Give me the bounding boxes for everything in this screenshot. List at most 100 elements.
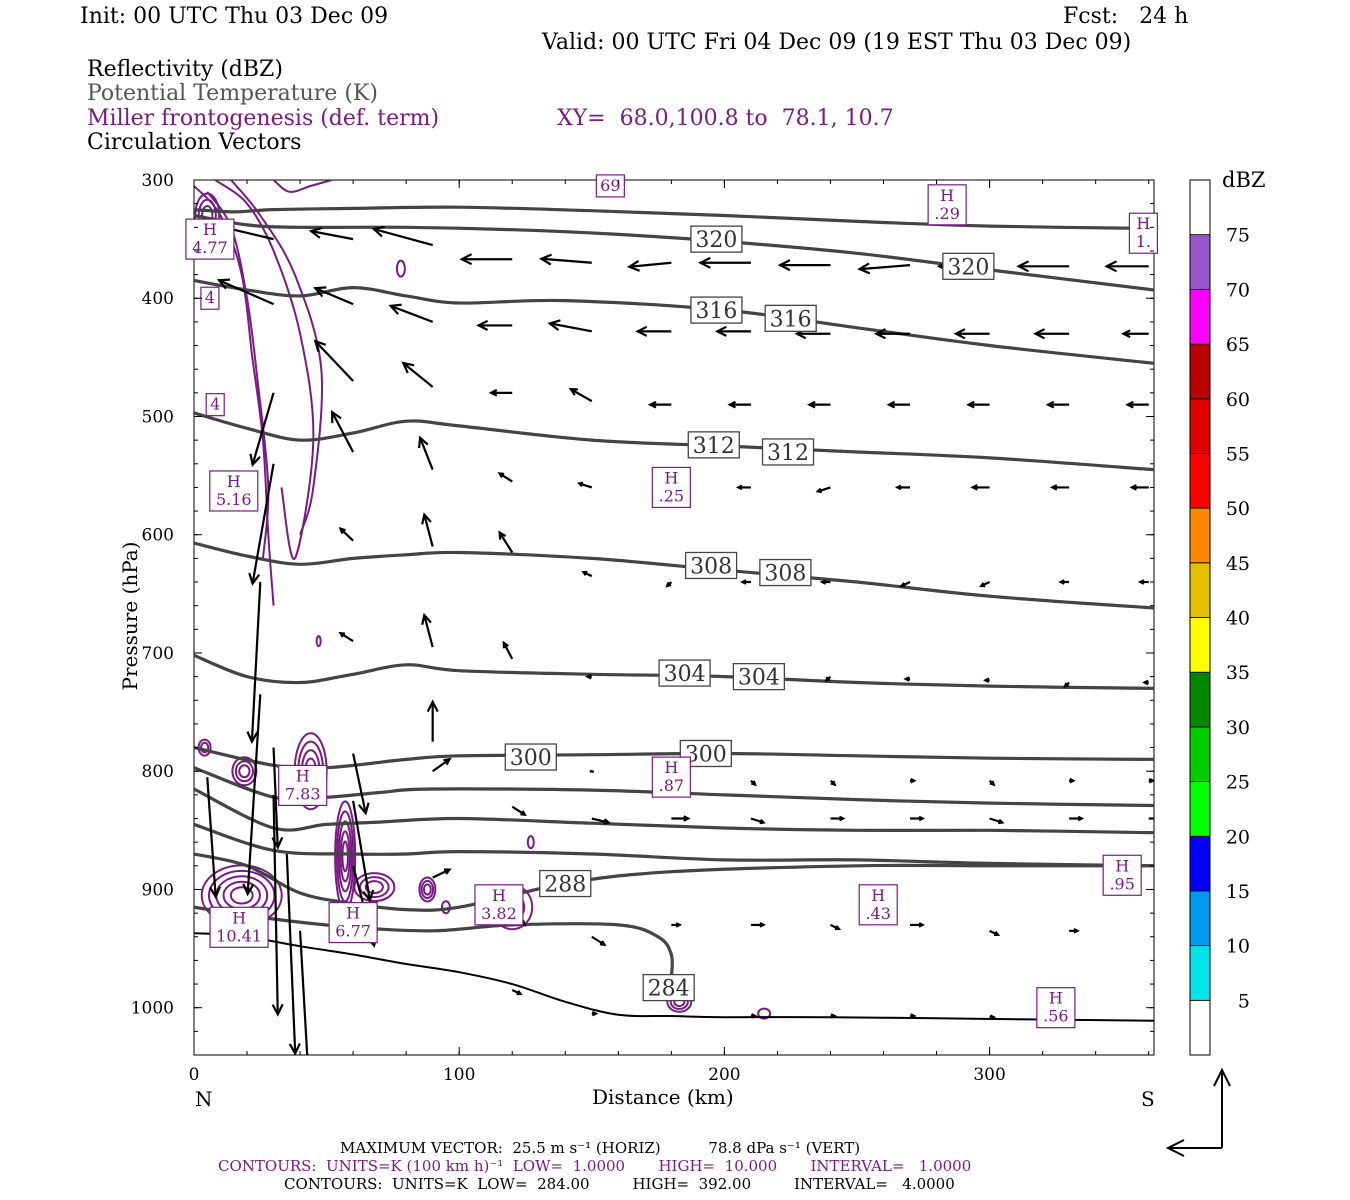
vector-25 xyxy=(313,339,354,382)
reference-vector-icon xyxy=(1165,1067,1231,1157)
vector-111 xyxy=(830,1013,838,1019)
vector-82 xyxy=(432,868,452,879)
theta-label-box xyxy=(942,252,995,280)
extremum-label: 69 xyxy=(600,176,620,195)
colorbar-segment xyxy=(1189,890,1211,947)
extremum-label: 4 xyxy=(205,288,215,307)
field-reflectivity: Reflectivity (dBZ) xyxy=(87,57,283,82)
theta-label: 312 xyxy=(767,441,809,466)
vector-67 xyxy=(824,675,832,683)
frontogenesis-contour xyxy=(337,820,353,893)
vector-46 xyxy=(1049,484,1070,491)
theta-label: 308 xyxy=(764,562,806,587)
terrain-surface xyxy=(194,932,1154,1022)
frontogenesis-contour xyxy=(200,741,210,754)
colorbar-segment xyxy=(1189,179,1211,236)
theta-label-box xyxy=(759,558,812,587)
x-tick-label: 0 xyxy=(189,1065,200,1085)
vector-13 xyxy=(313,286,354,306)
colorbar-level: 40 xyxy=(1226,608,1250,630)
y-tick-label: 900 xyxy=(142,880,174,900)
vector-102 xyxy=(989,929,1001,936)
vector-54 xyxy=(740,579,751,585)
field-vectors: Circulation Vectors xyxy=(87,130,302,155)
theta-label: 320 xyxy=(695,228,737,253)
frontogenesis-contour xyxy=(364,880,384,895)
colorbar-segment xyxy=(1189,945,1211,1001)
vector-81 xyxy=(432,757,452,773)
vector-105 xyxy=(1069,928,1080,934)
frontogenesis-contour xyxy=(194,185,275,606)
vector-56 xyxy=(899,581,911,588)
frontogenesis-contour xyxy=(757,1007,772,1020)
vector-4 xyxy=(538,253,592,266)
vector-38 xyxy=(418,435,434,471)
colorbar-level: 35 xyxy=(1226,662,1250,684)
theta-label: 304 xyxy=(738,666,780,691)
frontogenesis-contour xyxy=(418,876,437,903)
colorbar-level: 75 xyxy=(1226,225,1250,247)
colorbar-segment xyxy=(1189,671,1211,728)
y-tick-label: 800 xyxy=(142,762,174,782)
colorbar-segment xyxy=(1189,453,1211,509)
vector-31 xyxy=(807,400,831,409)
colorbar-level: 5 xyxy=(1238,990,1250,1012)
colorbar-level: 45 xyxy=(1226,553,1250,575)
vector-94 xyxy=(829,779,837,787)
vector-93 xyxy=(750,922,766,928)
vector-99 xyxy=(910,922,926,928)
theta-label-box xyxy=(642,973,695,1002)
extremum-label: .29 xyxy=(934,204,959,223)
vector-3 xyxy=(459,253,513,266)
y-tick-label: 300 xyxy=(142,171,174,191)
theta-label: 316 xyxy=(770,307,812,332)
vector-72 xyxy=(271,794,284,1017)
colorbar-segment xyxy=(1189,562,1211,618)
vector-39 xyxy=(497,472,513,483)
colorbar-level: 60 xyxy=(1226,389,1250,411)
theta-contour-9 xyxy=(194,822,1154,868)
extremum-label: .95 xyxy=(1109,874,1134,893)
extremum-label: H xyxy=(346,904,360,923)
theta-label-box xyxy=(684,551,738,580)
contours-frontogenesis-note: CONTOURS: UNITS=K (100 km h)⁻¹ LOW= 1.00… xyxy=(218,1157,972,1175)
vector-43 xyxy=(815,486,831,494)
extremum-box xyxy=(927,184,967,226)
terrain-line xyxy=(194,932,1154,1022)
theta-label-box xyxy=(732,662,786,691)
y-tick-label: 400 xyxy=(142,289,174,309)
extremum-label: H xyxy=(1136,214,1150,233)
vector-22 xyxy=(1033,328,1070,340)
vector-45 xyxy=(970,484,990,491)
colorbar-level: 20 xyxy=(1226,826,1250,848)
theta-label: 300 xyxy=(510,746,552,771)
colorbar-segment xyxy=(1189,617,1211,673)
extremum-label: H xyxy=(203,220,217,239)
frontogenesis-contour xyxy=(238,764,251,779)
vector-96 xyxy=(829,923,842,931)
frontogenesis-contour xyxy=(341,840,349,873)
extremum-label: .43 xyxy=(865,904,890,923)
extremum-label: 7.83 xyxy=(285,784,321,803)
vector-34 xyxy=(1045,400,1070,409)
colorbar-segment xyxy=(1189,507,1211,564)
theta-label: 304 xyxy=(664,662,706,687)
vector-63 xyxy=(502,640,514,660)
frontogenesis-contour xyxy=(229,886,254,905)
theta-contour-2 xyxy=(194,278,1154,365)
vector-71 xyxy=(1142,679,1149,686)
extremum-box xyxy=(651,756,691,798)
vector-58 xyxy=(1058,579,1070,585)
vector-18 xyxy=(714,325,751,337)
vector-75 xyxy=(206,777,222,900)
theta-contour-4 xyxy=(194,541,1154,610)
extremum-box xyxy=(1128,212,1158,254)
frontogenesis-contour xyxy=(234,760,254,783)
vector-36 xyxy=(248,463,275,586)
vector-2 xyxy=(371,225,433,247)
theta-contour-8 xyxy=(194,787,1154,835)
theta-label: 320 xyxy=(947,255,989,280)
frontogenesis-contours xyxy=(194,180,772,1020)
theta-label-box xyxy=(658,659,711,687)
